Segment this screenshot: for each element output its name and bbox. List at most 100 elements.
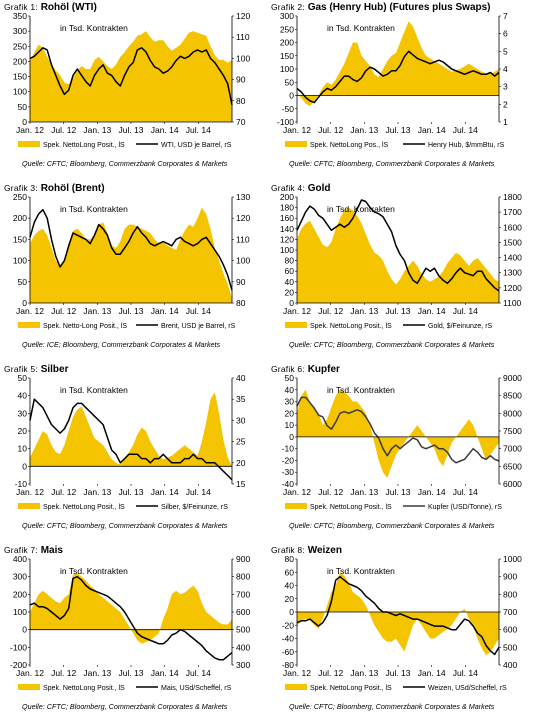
chart-mais: -200 -100 0 100 200 300 400 300 400 500 600 700 800 9… <box>10 554 250 692</box>
panel-prefix: Grafik 8: <box>271 545 305 555</box>
source-note: Quelle: ICE; Bloomberg, Commerzbank Corp… <box>22 340 221 349</box>
area-series <box>30 392 232 467</box>
source-note: Quelle: CFTC; Bloomberg, Commerzbank Cor… <box>289 702 495 711</box>
line-series <box>296 199 500 292</box>
legend-area-label: Spek. NettoLong Pos., lS <box>310 142 389 149</box>
legend-line-label: WTI, USD je Barrel, rS <box>161 142 232 149</box>
right-tick-label: 7000 <box>503 444 522 454</box>
source-note: Quelle: CFTC; Bloomberg, Commerzbank Cor… <box>289 340 495 349</box>
x-tick-label: Jan. 12 <box>283 668 311 678</box>
x-tick-label: Jul. 13 <box>385 487 410 497</box>
panel-title: Grafik 4: Gold <box>271 183 330 194</box>
x-tick-label: Jan. 13 <box>83 306 111 316</box>
x-tick-label: Jul. 14 <box>453 306 478 316</box>
legend-line-label: Kupfer (USD/Tonne), rS <box>428 504 502 511</box>
panel-name: Silber <box>40 364 69 375</box>
panel-2: Grafik 2: Gas (Henry Hub) (Futures plus … <box>267 2 533 180</box>
panel-name: Gold <box>307 183 331 194</box>
chart-wti: 0 50 100 150 200 250 300 350 70 80 90 100 110 120 Jan.… <box>13 11 251 149</box>
x-tick-label: Jul. 12 <box>51 125 76 135</box>
panel-1: Grafik 1: Rohöl (WTI) 0 50 100 150 200 250 300… <box>0 2 266 180</box>
legend-area-swatch <box>285 684 307 690</box>
area-series <box>30 31 232 123</box>
x-tick-label: Jul. 13 <box>118 306 143 316</box>
panel-title: Grafik 3: Rohöl (Brent) <box>4 183 105 194</box>
x-tick-label: Jan. 13 <box>350 668 378 678</box>
right-tick-label: 110 <box>236 234 250 244</box>
right-tick-label: 600 <box>503 625 517 635</box>
right-tick-label: 1700 <box>503 207 522 217</box>
line-series <box>29 208 233 291</box>
x-tick-label: Jul. 13 <box>385 125 410 135</box>
panel-6: Grafik 6: Kupfer -40 -30 -20 -10 0 10 20 30 40 50… <box>267 364 533 542</box>
left-tick-label: 0 <box>22 117 27 127</box>
chart-annotation: in Tsd. Kontrakten <box>60 204 128 214</box>
left-tick-label: -50 <box>282 104 295 114</box>
left-tick-label: -200 <box>10 660 27 670</box>
left-tick-label: 100 <box>13 87 27 97</box>
left-tick-label: -40 <box>282 479 295 489</box>
right-tick-label: 40 <box>236 373 246 383</box>
left-tick-label: 180 <box>280 203 294 213</box>
right-tick-label: 300 <box>236 660 250 670</box>
right-tick-label: 1100 <box>503 298 522 308</box>
x-tick-label: Jan. 12 <box>16 487 44 497</box>
x-tick-label: Jan. 12 <box>283 487 311 497</box>
x-tick-label: Jul. 13 <box>385 306 410 316</box>
left-tick-label: 200 <box>13 56 27 66</box>
line-series <box>296 396 500 464</box>
line-series <box>29 47 233 106</box>
x-tick-label: Jan. 14 <box>151 306 179 316</box>
legend-area-swatch <box>18 503 40 509</box>
panel-title: Grafik 1: Rohöl (WTI) <box>4 2 97 13</box>
left-tick-label: 20 <box>285 408 295 418</box>
x-tick-label: Jul. 12 <box>318 125 343 135</box>
left-tick-label: 50 <box>285 77 295 87</box>
left-tick-label: 200 <box>13 589 27 599</box>
left-tick-label: -100 <box>277 117 294 127</box>
left-tick-label: 0 <box>22 298 27 308</box>
panel-prefix: Grafik 4: <box>271 183 305 193</box>
panel-name: Kupfer <box>307 364 340 375</box>
x-tick-label: Jul. 12 <box>51 487 76 497</box>
legend-area-label: Spek. Netto-Long Posit., lS <box>43 323 127 330</box>
left-tick-label: 30 <box>18 408 28 418</box>
chart-kupfer: -40-30-20-100102030405060006500700075008… <box>282 373 522 511</box>
right-tick-label: 3 <box>503 82 508 92</box>
left-tick-label: -30 <box>282 467 295 477</box>
legend-area-label: Spek. NettoLong Posit., lS <box>310 504 392 511</box>
right-tick-label: 35 <box>236 394 246 404</box>
right-tick-label: 20 <box>236 458 246 468</box>
legend-area-swatch <box>285 141 307 147</box>
area-series <box>297 572 499 656</box>
x-tick-label: Jul. 12 <box>51 668 76 678</box>
legend-area-swatch <box>18 684 40 690</box>
chart-annotation: in Tsd. Kontrakten <box>60 23 128 33</box>
right-tick-label: 90 <box>236 277 246 287</box>
right-tick-label: 8500 <box>503 391 522 401</box>
x-tick-label: Jul. 12 <box>318 306 343 316</box>
panel-7: Grafik 7: Mais -200 -100 0 100 200 300 400 300 4… <box>0 545 266 723</box>
right-tick-label: 1200 <box>503 283 522 293</box>
x-tick-label: Jan. 13 <box>83 487 111 497</box>
left-tick-label: 20 <box>285 287 295 297</box>
left-tick-label: -40 <box>282 634 295 644</box>
left-tick-label: 50 <box>285 373 295 383</box>
left-tick-label: 10 <box>18 444 28 454</box>
x-tick-label: Jul. 14 <box>186 668 211 678</box>
legend-line-label: Mais, USd/Scheffel, rS <box>161 685 232 692</box>
right-tick-label: 800 <box>236 572 250 582</box>
right-tick-label: 5 <box>503 46 508 56</box>
x-tick-label: Jan. 13 <box>83 668 111 678</box>
panel-name: Rohöl (Brent) <box>40 183 105 194</box>
panel-8: Grafik 8: Weizen -80 -60 -40 -20 0 20 40 60 80 40… <box>267 545 533 723</box>
panel-name: Weizen <box>307 545 342 556</box>
right-tick-label: 400 <box>503 660 517 670</box>
left-tick-label: 0 <box>289 607 294 617</box>
right-tick-label: 700 <box>236 589 250 599</box>
area-series <box>297 389 499 479</box>
chart-annotation: in Tsd. Kontrakten <box>60 385 128 395</box>
x-tick-label: Jan. 12 <box>16 125 44 135</box>
right-tick-label: 1500 <box>503 237 522 247</box>
